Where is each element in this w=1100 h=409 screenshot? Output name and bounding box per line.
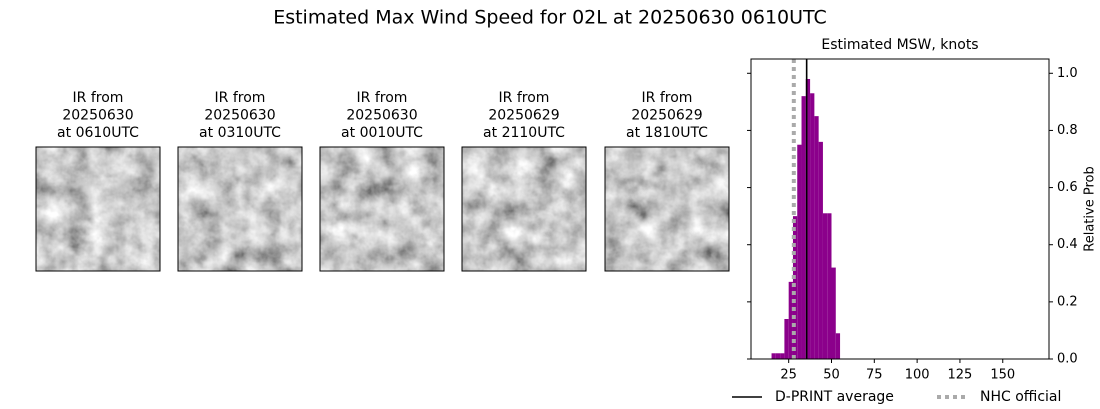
ir-pixels <box>605 147 729 271</box>
chart-title: Estimated MSW, knots <box>821 37 978 53</box>
bar <box>810 93 815 360</box>
y-tick-label: 0.8 <box>1057 123 1078 138</box>
image-caption: 20250629 <box>631 108 702 124</box>
image-caption: at 2110UTC <box>483 125 565 141</box>
ir-image <box>36 147 160 271</box>
bar <box>814 116 819 360</box>
bar <box>822 213 828 359</box>
bar <box>818 141 823 359</box>
bar <box>784 319 789 359</box>
image-caption: IR from <box>73 90 124 106</box>
image-caption: at 0010UTC <box>341 125 423 141</box>
bar <box>788 281 793 359</box>
ir-pixels <box>462 147 586 271</box>
image-caption: 20250629 <box>488 108 559 124</box>
bar <box>780 353 785 359</box>
image-caption: at 0310UTC <box>199 125 281 141</box>
image-caption: IR from <box>215 90 266 106</box>
image-frame <box>35 146 161 272</box>
ir-image <box>605 147 729 271</box>
bar <box>797 144 802 359</box>
ir-image <box>178 147 302 271</box>
y-tick-label: 0.4 <box>1057 237 1078 252</box>
bar <box>792 216 798 359</box>
bar <box>771 353 776 359</box>
ir-pixels <box>320 147 444 271</box>
image-caption: IR from <box>357 90 408 106</box>
y-tick-label: 0.2 <box>1057 294 1078 309</box>
image-frame <box>604 146 730 272</box>
plot-frame <box>750 58 1050 360</box>
image-caption: at 0610UTC <box>57 125 139 141</box>
x-tick-label: 25 <box>780 368 797 383</box>
ir-pixels <box>178 147 302 271</box>
y-axis-label: Relative Prob <box>1083 166 1098 251</box>
legend-label: NHC official <box>980 389 1061 405</box>
bar <box>827 213 832 359</box>
image-caption: 20250630 <box>346 108 417 124</box>
y-tick-label: 0.0 <box>1057 352 1078 367</box>
bar <box>831 267 836 359</box>
legend-label: D-PRINT average <box>775 389 894 405</box>
x-tick-label: 75 <box>866 368 883 383</box>
ir-pixels <box>36 147 160 271</box>
bar <box>801 96 806 360</box>
image-caption: IR from <box>499 90 550 106</box>
figure-title: Estimated Max Wind Speed for 02L at 2025… <box>273 7 827 29</box>
ir-image <box>320 147 444 271</box>
bar <box>805 79 811 359</box>
image-caption: 20250630 <box>204 108 275 124</box>
x-tick-label: 100 <box>905 368 930 383</box>
bar <box>835 333 841 359</box>
y-tick-label: 0.6 <box>1057 180 1078 195</box>
bar <box>775 353 781 359</box>
image-caption: 20250630 <box>62 108 133 124</box>
y-tick-label: 1.0 <box>1057 66 1078 81</box>
image-frame <box>461 146 587 272</box>
x-tick-label: 50 <box>823 368 840 383</box>
image-caption: at 1810UTC <box>626 125 708 141</box>
image-frame <box>177 146 303 272</box>
ir-image <box>462 147 586 271</box>
image-frame <box>319 146 445 272</box>
x-tick-label: 150 <box>990 368 1015 383</box>
x-tick-label: 125 <box>948 368 973 383</box>
image-caption: IR from <box>642 90 693 106</box>
